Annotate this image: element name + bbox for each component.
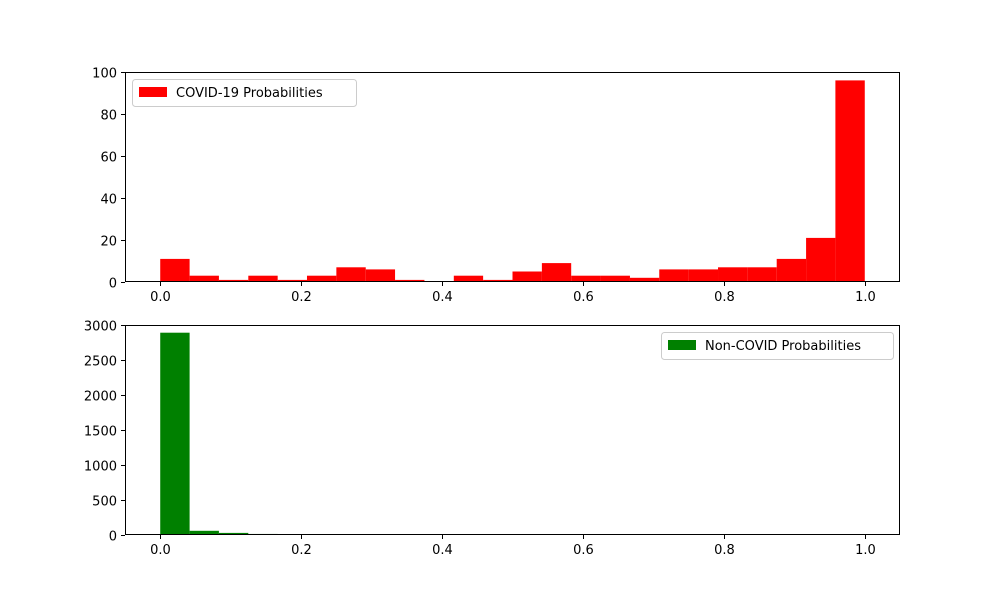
histogram-bar	[747, 267, 777, 282]
histogram-bar	[336, 267, 366, 282]
y-tick-label: 80	[100, 109, 117, 124]
covid-histogram: 0.0 0.2 0.4 0.6 0.8 1.0 0 20 40 60 80 100 COVID-19 P…	[92, 67, 900, 305]
y-tick-label: 2500	[84, 355, 117, 370]
non-covid-histogram: 0.0 0.2 0.4 0.6 0.8 1.0 0 500 1000 1500 2000 2500 30…	[84, 320, 900, 558]
histogram-bar	[688, 269, 719, 282]
axes-frame	[125, 325, 900, 535]
x-tick-label: 0.4	[432, 543, 453, 558]
histogram-bar	[541, 263, 572, 282]
x-tick-label: 0.6	[573, 543, 594, 558]
y-tick-label: 500	[92, 495, 117, 510]
legend-box	[661, 332, 894, 360]
legend-label: COVID-19 Probabilities	[176, 86, 323, 101]
histogram-bar	[453, 275, 484, 282]
histogram-bar	[277, 279, 307, 282]
y-tick-label: 0	[109, 530, 117, 545]
x-tick-label: 0.6	[573, 290, 594, 305]
histogram-bar	[806, 237, 836, 282]
histogram-bar	[835, 80, 865, 283]
y-tick-label: 1500	[84, 425, 117, 440]
y-tick-label: 60	[100, 151, 117, 166]
legend-label: Non-COVID Probabilities	[705, 339, 861, 354]
histogram-bar	[160, 258, 190, 282]
x-tick-label: 1.0	[855, 290, 876, 305]
x-tick-label: 0.8	[714, 290, 735, 305]
histogram-bar	[218, 279, 249, 282]
histogram-bar	[189, 530, 219, 535]
y-tick-label: 3000	[84, 320, 117, 335]
histogram-bar	[483, 279, 513, 282]
x-tick-label: 0.8	[714, 543, 735, 558]
x-tick-label: 0.2	[291, 290, 312, 305]
x-tick-label: 0.0	[150, 290, 171, 305]
histogram-bar	[659, 269, 689, 282]
legend-box	[132, 79, 357, 107]
legend-swatch	[139, 87, 167, 97]
y-tick-label: 2000	[84, 390, 117, 405]
histogram-bar	[629, 277, 660, 282]
histogram-bar	[718, 267, 748, 282]
y-tick-label: 20	[100, 235, 117, 250]
histogram-bar	[776, 258, 807, 282]
y-tick-label: 100	[92, 67, 117, 82]
histogram-bar	[365, 269, 396, 282]
x-tick-label: 0.4	[432, 290, 453, 305]
x-tick-label: 0.2	[291, 543, 312, 558]
histogram-bar	[189, 275, 219, 282]
histogram-bar	[512, 271, 542, 282]
histogram-bar	[248, 275, 278, 282]
axes-frame	[125, 72, 900, 282]
histogram-bar	[218, 532, 249, 535]
legend-swatch	[668, 340, 696, 350]
legend: COVID-19 Probabilities	[132, 79, 357, 107]
y-tick-label: 1000	[84, 460, 117, 475]
y-tick-label: 40	[100, 193, 117, 208]
histogram-bar	[160, 332, 190, 535]
histogram-bar	[395, 279, 425, 282]
x-tick-label: 0.0	[150, 543, 171, 558]
legend: Non-COVID Probabilities	[661, 332, 894, 360]
histogram-bar	[600, 275, 630, 282]
histogram-bar	[306, 275, 337, 282]
y-tick-label: 0	[109, 277, 117, 292]
histogram-bar	[571, 275, 601, 282]
x-tick-label: 1.0	[855, 543, 876, 558]
